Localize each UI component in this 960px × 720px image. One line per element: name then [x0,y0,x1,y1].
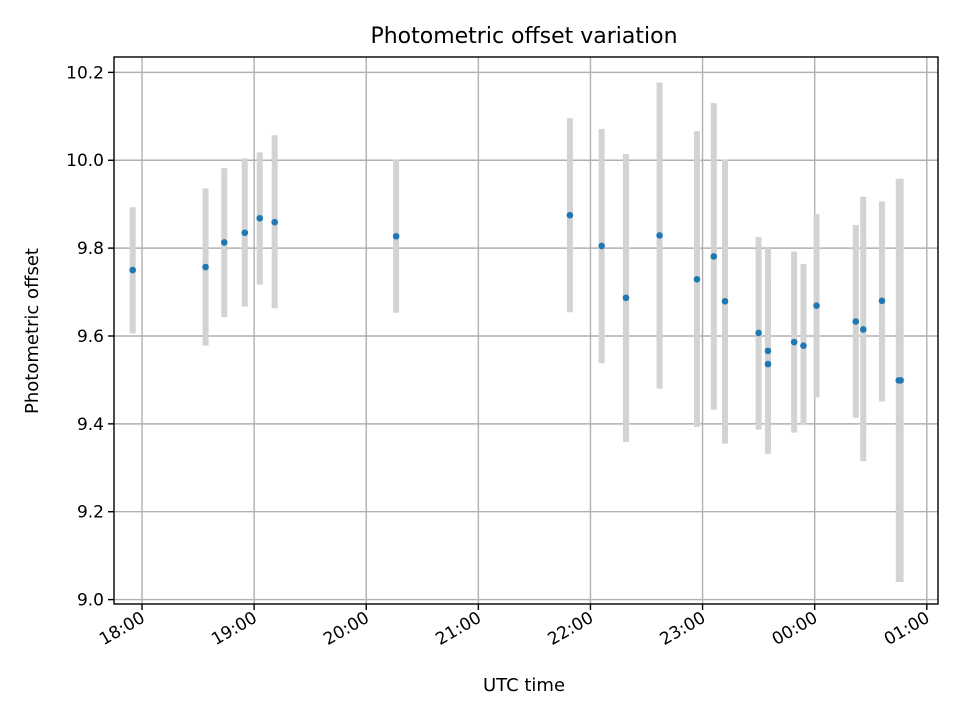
data-point [566,211,574,219]
data-point [897,377,904,384]
y-tick-label: 10.0 [66,151,104,171]
data-point [220,239,228,246]
data-point [800,342,807,349]
data-point [392,232,400,240]
data-point [878,297,886,305]
data-point [202,263,209,271]
y-tick-label: 10.2 [66,63,104,83]
data-point [656,232,663,239]
data-point [693,276,701,283]
data-point [764,347,772,355]
data-point [271,218,278,226]
y-axis-ticks: 9.0 9.2 9.4 9.6 9.8 10.0 10.2 [66,63,114,611]
data-point [598,242,605,250]
y-tick-label: 9.8 [77,239,104,259]
y-tick-label: 9.0 [77,591,104,611]
data-points [129,211,904,384]
y-tick-label: 9.2 [77,503,104,523]
data-point [813,302,820,309]
data-point [859,326,867,333]
data-point [129,266,136,274]
data-point [710,253,718,260]
plot-frame [113,56,939,605]
data-point [241,229,249,237]
x-axis-label: UTC time [483,675,565,696]
y-tick-label: 9.4 [77,415,104,435]
data-point [256,214,264,222]
data-point [721,297,729,305]
chart-title: Photometric offset variation [370,24,677,49]
data-point [622,294,630,302]
y-tick-label: 9.6 [77,327,104,347]
data-point [755,329,762,337]
y-axis-label: Photometric offset [22,248,43,414]
data-point [764,360,772,368]
data-point [790,338,798,346]
data-point [852,318,860,325]
